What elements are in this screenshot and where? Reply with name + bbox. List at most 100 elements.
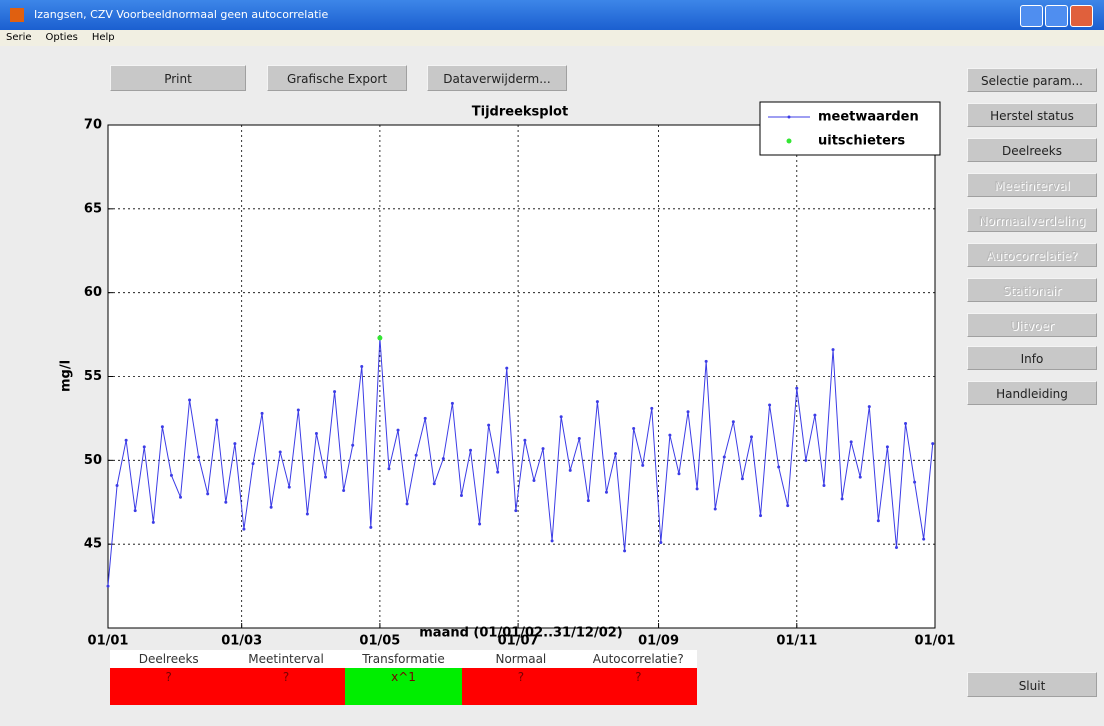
data-point <box>867 405 871 409</box>
data-point <box>840 497 844 501</box>
legend-marker <box>786 138 792 144</box>
y-tick-label: 45 <box>84 537 102 552</box>
legend-label: uitschieters <box>818 134 905 149</box>
data-point <box>478 522 482 526</box>
data-point <box>160 425 164 429</box>
toolbar-button[interactable]: Dataverwijderm... <box>427 65 567 91</box>
data-point <box>115 483 119 487</box>
data-point <box>559 415 563 419</box>
menu-item[interactable]: Help <box>91 32 115 43</box>
data-point <box>894 546 898 550</box>
data-point <box>142 445 146 449</box>
data-point <box>396 428 400 432</box>
data-point <box>360 364 364 368</box>
data-point <box>586 499 590 503</box>
side-button[interactable]: Deelreeks <box>967 138 1097 162</box>
plot-area <box>107 124 936 629</box>
y-tick-label: 65 <box>84 201 102 216</box>
data-point <box>668 433 672 437</box>
data-point <box>215 418 219 422</box>
close-button[interactable]: Sluit <box>967 672 1097 697</box>
data-point <box>197 455 201 459</box>
data-point <box>151 520 155 524</box>
data-point <box>169 473 173 477</box>
data-point <box>405 502 409 506</box>
data-point <box>324 475 328 479</box>
data-point <box>206 492 210 496</box>
data-point <box>695 487 699 491</box>
data-point <box>233 442 237 446</box>
data-point <box>876 519 880 523</box>
side-button[interactable]: Handleiding <box>967 381 1097 405</box>
x-tick-label: 01/01 <box>88 634 129 649</box>
data-point <box>369 525 373 529</box>
side-button[interactable]: Info <box>967 346 1097 370</box>
side-button[interactable]: Selectie param... <box>967 68 1097 92</box>
side-button: Uitvoer <box>967 313 1097 337</box>
data-point <box>650 406 654 410</box>
legend-label: meetwaarden <box>818 110 919 125</box>
data-point <box>704 359 708 363</box>
data-point <box>124 438 128 442</box>
y-axis-label: mg/l <box>59 360 74 392</box>
toolbar-button[interactable]: Print <box>110 65 246 91</box>
data-point <box>568 468 572 472</box>
data-point <box>614 452 618 456</box>
data-point <box>260 411 264 415</box>
data-point <box>749 435 753 439</box>
data-point <box>179 495 183 499</box>
data-point <box>722 455 726 459</box>
data-point <box>858 475 862 479</box>
side-button[interactable]: Herstel status <box>967 103 1097 127</box>
x-axis-label: maand (01/01/02..31/12/02) <box>419 626 622 641</box>
series-line <box>107 337 934 587</box>
data-point <box>496 470 500 474</box>
data-point <box>432 482 436 486</box>
data-point <box>224 500 228 504</box>
data-point <box>713 507 717 511</box>
side-button: Normaalverdeling <box>967 208 1097 232</box>
data-point <box>387 467 391 471</box>
data-point <box>831 348 835 352</box>
data-point <box>759 514 763 518</box>
close[interactable] <box>1070 5 1093 27</box>
toolbar-button[interactable]: Grafische Export <box>267 65 407 91</box>
table-value: ? <box>227 668 345 705</box>
data-point <box>251 462 255 466</box>
side-button: Meetinterval <box>967 173 1097 197</box>
chart-title: Tijdreeksplot <box>472 105 568 120</box>
table-header: Deelreeks <box>110 650 228 668</box>
data-point <box>913 480 917 484</box>
data-point <box>795 386 799 390</box>
x-tick-label: 01/01 <box>915 634 956 649</box>
data-point <box>641 463 645 467</box>
legend-marker <box>787 115 791 119</box>
y-tick-label: 60 <box>84 285 102 300</box>
menu-item[interactable]: Serie <box>6 32 32 43</box>
x-tick-label: 01/07 <box>498 634 539 649</box>
data-point <box>677 472 681 476</box>
data-point <box>278 450 282 454</box>
data-point <box>541 447 545 451</box>
table-value: ? <box>462 668 580 705</box>
y-tick-label: 50 <box>84 453 102 468</box>
data-point <box>287 485 291 489</box>
x-tick-label: 01/11 <box>776 634 817 649</box>
data-point <box>550 539 554 543</box>
data-point <box>514 509 518 513</box>
data-point <box>731 420 735 424</box>
minimize[interactable] <box>1020 5 1043 27</box>
table-header: Autocorrelatie? <box>579 650 697 668</box>
menu-item[interactable]: Opties <box>45 32 78 43</box>
maximize[interactable] <box>1045 5 1068 27</box>
side-button: Autocorrelatie? <box>967 243 1097 267</box>
data-point <box>133 509 137 513</box>
data-point <box>441 457 445 461</box>
table-header: Normaal <box>462 650 580 668</box>
data-point <box>469 448 473 452</box>
data-point <box>351 443 355 447</box>
legend-box <box>759 101 941 156</box>
y-tick-label: 70 <box>84 118 102 133</box>
table-header: Meetinterval <box>227 650 345 668</box>
